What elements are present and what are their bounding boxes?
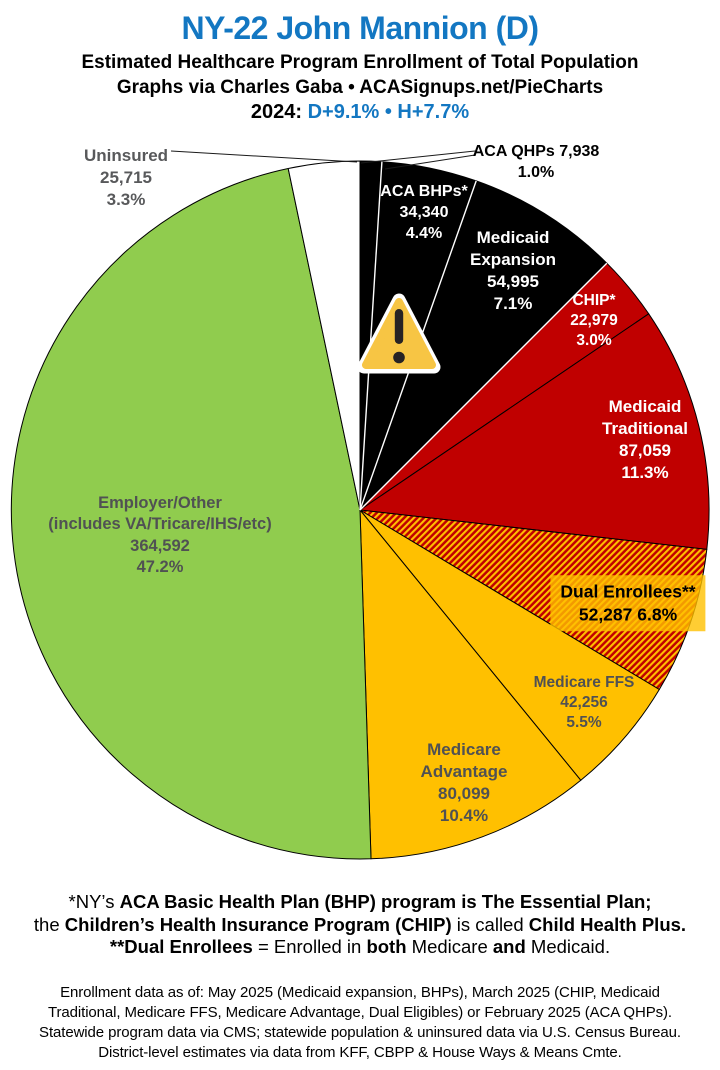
subtitle-partisan-lean: 2024: D+9.1% • H+7.7% xyxy=(0,101,720,124)
program-notes: *NY’s ACA Basic Health Plan (BHP) progra… xyxy=(0,891,720,959)
data-source-notes: Enrollment data as of: May 2025 (Medicai… xyxy=(0,983,720,1063)
medicaid-expansion-slice xyxy=(359,180,608,511)
page-title: NY-22 John Mannion (D) xyxy=(181,10,540,46)
subtitle-enrollment: Estimated Healthcare Program Enrollment … xyxy=(81,52,639,73)
slice-separator xyxy=(359,161,383,511)
subtitle-attribution: Graphs via Charles Gaba • ACASignups.net… xyxy=(116,77,604,98)
program-note-line: **Dual Enrollees = Enrolled in both Medi… xyxy=(109,936,611,957)
partisan-lean-values: D+9.1% • H+7.7% xyxy=(307,101,470,123)
source-note-line: Statewide program data via CMS; statewid… xyxy=(39,1024,681,1041)
slice-separator xyxy=(359,262,608,511)
medicare-advantage-slice xyxy=(359,509,582,860)
source-note-line: Enrollment data as of: May 2025 (Medicai… xyxy=(60,984,660,1001)
program-note-line: the Children’s Health Insurance Program … xyxy=(33,913,687,935)
source-note-line: Traditional, Medicare FFS, Medicare Adva… xyxy=(48,1004,672,1021)
leader-line xyxy=(384,154,476,170)
employer-other-slice xyxy=(10,168,372,860)
program-note-line: *NY’s ACA Basic Health Plan (BHP) progra… xyxy=(68,891,652,912)
source-note-line: District-level estimates via data from K… xyxy=(98,1044,622,1061)
leader-line xyxy=(360,150,476,164)
uninsured-slice xyxy=(287,160,361,511)
year-label: 2024: xyxy=(250,101,308,123)
medicaid-traditional-slice xyxy=(359,313,710,550)
leader-line xyxy=(170,150,358,163)
